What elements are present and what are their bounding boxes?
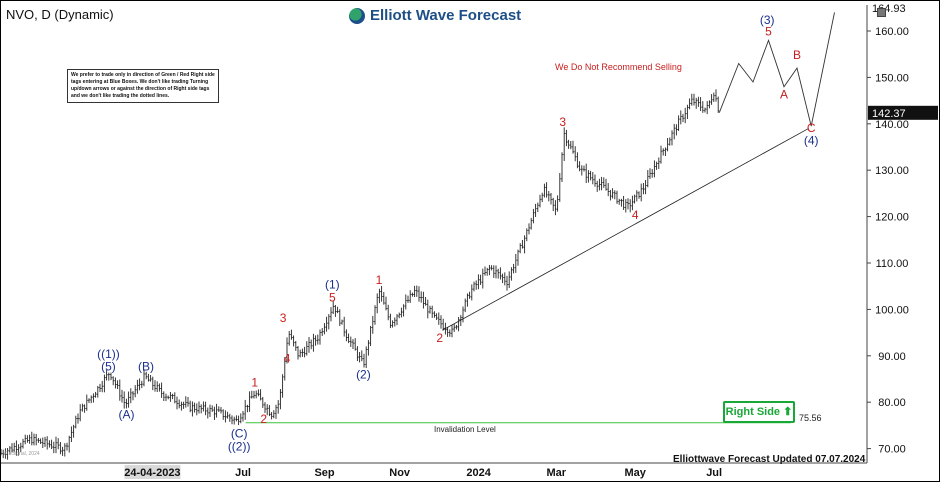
wave-label: 2 bbox=[436, 331, 443, 345]
wave-label: 3 bbox=[559, 115, 566, 129]
wave-label: (5) bbox=[101, 360, 116, 374]
price-tick-label: 80.00 bbox=[878, 397, 906, 409]
wave-label: 3 bbox=[280, 311, 287, 325]
date-tick-label: Sep bbox=[314, 467, 334, 479]
wave-label: 4 bbox=[284, 351, 291, 365]
wave-logo-icon bbox=[349, 7, 365, 24]
date-tick-label: Jul bbox=[235, 467, 251, 479]
arrow-up-icon: ⬆ bbox=[783, 406, 793, 418]
recommendation-text: We Do Not Recommend Selling bbox=[555, 62, 682, 72]
wave-label: (2) bbox=[356, 368, 371, 382]
last-price-tag: 142.37 bbox=[872, 108, 906, 120]
data-watermark: © eSignal, 2024 bbox=[4, 451, 40, 457]
date-tick-label: May bbox=[625, 467, 647, 479]
wave-label: (1) bbox=[325, 278, 340, 292]
price-tick-label: 140.00 bbox=[875, 119, 909, 131]
brand-name: Elliott Wave Forecast bbox=[370, 7, 522, 24]
date-tick-label: Jul bbox=[706, 467, 722, 479]
price-tick-label: 120.00 bbox=[875, 212, 909, 224]
brand-logo: Elliott Wave Forecast bbox=[349, 7, 521, 24]
wave-label: A bbox=[780, 87, 788, 101]
right-side-label: Right Side bbox=[725, 406, 781, 418]
price-tick-label: 150.00 bbox=[875, 72, 909, 84]
wave-label: ((2)) bbox=[228, 439, 251, 453]
price-tick-label: 110.00 bbox=[876, 258, 909, 270]
ohlc-bars bbox=[1, 89, 720, 460]
wave-label: (3) bbox=[760, 13, 775, 27]
scale-handle-icon[interactable] bbox=[877, 8, 886, 17]
wave-label: 2 bbox=[260, 412, 267, 426]
wave-label: 1 bbox=[376, 273, 383, 287]
updated-footer: Elliottwave Forecast Updated 07.07.2024 bbox=[673, 454, 866, 465]
ticker-title: NVO, D (Dynamic) bbox=[6, 7, 114, 22]
wave-label: B bbox=[793, 48, 801, 62]
date-cursor-bg bbox=[124, 465, 181, 479]
right-side-tag: Right Side ⬆ bbox=[723, 401, 795, 423]
wave-label: 1 bbox=[251, 375, 258, 389]
price-tick-label: 70.00 bbox=[878, 444, 906, 456]
trading-note: We prefer to trade only in direction of … bbox=[67, 69, 219, 103]
date-tick-label: Mar bbox=[546, 467, 566, 479]
wave-label: (A) bbox=[119, 407, 135, 421]
wave-label: ((1)) bbox=[97, 347, 120, 361]
wave-label: (4) bbox=[804, 134, 819, 148]
invalidation-label: Invalidation Level bbox=[434, 425, 496, 434]
price-tick-label: 130.00 bbox=[875, 165, 909, 177]
invalidation-price-label: 75.56 bbox=[799, 413, 822, 423]
date-tick-label: 24-04-2023 bbox=[124, 467, 180, 479]
date-tick-label: Nov bbox=[389, 467, 411, 479]
price-tick-label: 100.00 bbox=[875, 304, 909, 316]
wave-label: 5 bbox=[329, 291, 336, 305]
last-price-tag-bg bbox=[868, 105, 938, 120]
price-tick-label: 90.00 bbox=[878, 351, 906, 363]
wave-label: 5 bbox=[765, 25, 772, 39]
wave-label: 4 bbox=[632, 208, 639, 222]
date-tick-label: 2024 bbox=[466, 467, 491, 479]
wave-label: (C) bbox=[231, 426, 248, 440]
wave-label: (B) bbox=[138, 360, 154, 374]
price-tick-label: 160.00 bbox=[875, 26, 909, 38]
wave-label: C bbox=[807, 121, 816, 135]
projection-path bbox=[718, 12, 835, 127]
trend-line bbox=[442, 128, 809, 331]
